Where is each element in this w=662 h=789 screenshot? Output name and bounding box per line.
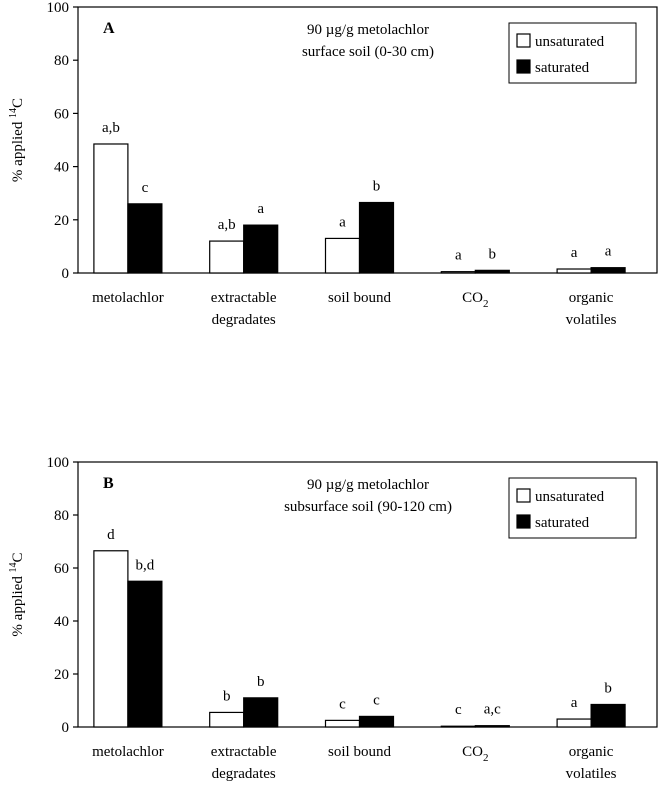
significance-label: c	[373, 692, 380, 708]
y-axis-label-suffix: C	[10, 552, 26, 562]
x-category-label: organic	[569, 290, 614, 306]
x-category-label-subscript: 2	[483, 752, 489, 764]
significance-label: a	[455, 248, 462, 264]
bar-unsaturated	[324, 719, 361, 728]
panel-letter: B	[103, 475, 114, 492]
significance-label: b,d	[136, 557, 155, 573]
legend-swatch-saturated	[516, 514, 531, 529]
significance-label: b	[257, 674, 265, 690]
x-category-label: CO2	[462, 744, 488, 764]
chart-panel-b: 0 20 40 60 80 100 % applied 14C B 90 µg/g metola…	[8, 455, 658, 782]
panel-annotation-line: 90 µg/g metolachlor	[307, 22, 429, 38]
significance-label: a,c	[484, 702, 501, 718]
y-tick-label: 100	[47, 455, 70, 471]
x-category-label-main: CO	[462, 290, 483, 306]
x-category-label: metolachlor	[92, 744, 164, 760]
significance-label: a,b	[102, 120, 120, 136]
x-category-label: metolachlor	[92, 290, 164, 306]
y-tick-label: 40	[54, 160, 69, 176]
significance-label: c	[339, 696, 346, 712]
significance-label: b	[604, 680, 612, 696]
y-axis-label-superscript: 14	[8, 108, 19, 118]
x-category-label: degradates	[212, 312, 276, 328]
significance-label: a	[339, 214, 346, 230]
y-axis-label-main: % applied	[10, 118, 26, 182]
x-category-label: extractable	[211, 290, 277, 306]
x-category-label: organic	[569, 744, 614, 760]
y-tick-label: 80	[54, 53, 69, 69]
panel-annotation-line: surface soil (0-30 cm)	[302, 44, 434, 60]
y-tick-label: 60	[54, 106, 69, 122]
bar-unsaturated	[440, 271, 476, 274]
legend-swatch-unsaturated	[516, 33, 531, 48]
x-category-label: degradates	[212, 766, 276, 782]
bar-unsaturated	[209, 240, 245, 274]
bar-unsaturated	[556, 718, 592, 728]
significance-label: b	[489, 246, 497, 262]
legend-label-unsaturated: unsaturated	[535, 489, 605, 505]
bar-saturated	[590, 703, 626, 728]
bar-saturated	[474, 725, 510, 728]
panel-letter: A	[103, 20, 115, 37]
bar-saturated	[358, 715, 395, 728]
legend-swatch-unsaturated	[516, 488, 531, 503]
bar-saturated	[127, 203, 163, 274]
bar-unsaturated	[209, 711, 245, 728]
y-tick-label: 20	[54, 213, 69, 229]
y-tick-label: 20	[54, 667, 69, 683]
x-category-label: extractable	[211, 744, 277, 760]
legend-label-saturated: saturated	[535, 60, 590, 76]
significance-label: c	[142, 180, 149, 196]
legend-label-saturated: saturated	[535, 515, 590, 531]
y-axis-label: % applied 14C	[8, 552, 26, 636]
significance-label: a	[605, 244, 612, 260]
bar-saturated	[358, 201, 395, 274]
legend-label-unsaturated: unsaturated	[535, 34, 605, 50]
y-tick-label: 0	[62, 720, 70, 736]
bar-unsaturated	[324, 237, 361, 274]
bar-unsaturated	[440, 725, 476, 728]
y-tick-label: 40	[54, 614, 69, 630]
x-category-label: volatiles	[566, 312, 617, 328]
y-tick-label: 60	[54, 561, 69, 577]
bar-unsaturated	[93, 550, 129, 728]
y-axis-label-main: % applied	[10, 572, 26, 636]
y-tick-label: 80	[54, 508, 69, 524]
x-category-label: volatiles	[566, 766, 617, 782]
x-category-label: soil bound	[328, 290, 391, 306]
significance-label: a,b	[218, 217, 236, 233]
bar-saturated	[127, 580, 163, 728]
y-tick-label: 0	[62, 266, 70, 282]
bar-unsaturated	[556, 268, 592, 274]
x-category-label-main: CO	[462, 744, 483, 760]
significance-label: a	[571, 245, 578, 261]
y-axis-label: % applied 14C	[8, 98, 26, 182]
panel-annotation-line: 90 µg/g metolachlor	[307, 477, 429, 493]
significance-label: b	[223, 688, 231, 704]
bar-saturated	[590, 267, 626, 274]
x-category-label: CO2	[462, 290, 488, 310]
y-tick-label: 100	[47, 0, 70, 16]
chart-panel-a: 0 20 40 60 80 100 % applied 14C A 90 µg/g metola…	[8, 0, 658, 328]
y-axis-label-superscript: 14	[8, 562, 19, 572]
significance-label: a	[257, 201, 264, 217]
bar-saturated	[243, 697, 279, 728]
bar-saturated	[474, 269, 510, 274]
significance-label: a	[571, 695, 578, 711]
significance-label: d	[107, 527, 115, 543]
legend-swatch-saturated	[516, 59, 531, 74]
significance-label: c	[455, 702, 462, 718]
bar-saturated	[243, 224, 279, 274]
bar-unsaturated	[93, 143, 129, 274]
panel-annotation-line: subsurface soil (90-120 cm)	[284, 499, 452, 515]
x-category-label: soil bound	[328, 744, 391, 760]
significance-label: b	[373, 179, 381, 195]
y-axis-label-suffix: C	[10, 98, 26, 108]
x-category-label-subscript: 2	[483, 298, 489, 310]
